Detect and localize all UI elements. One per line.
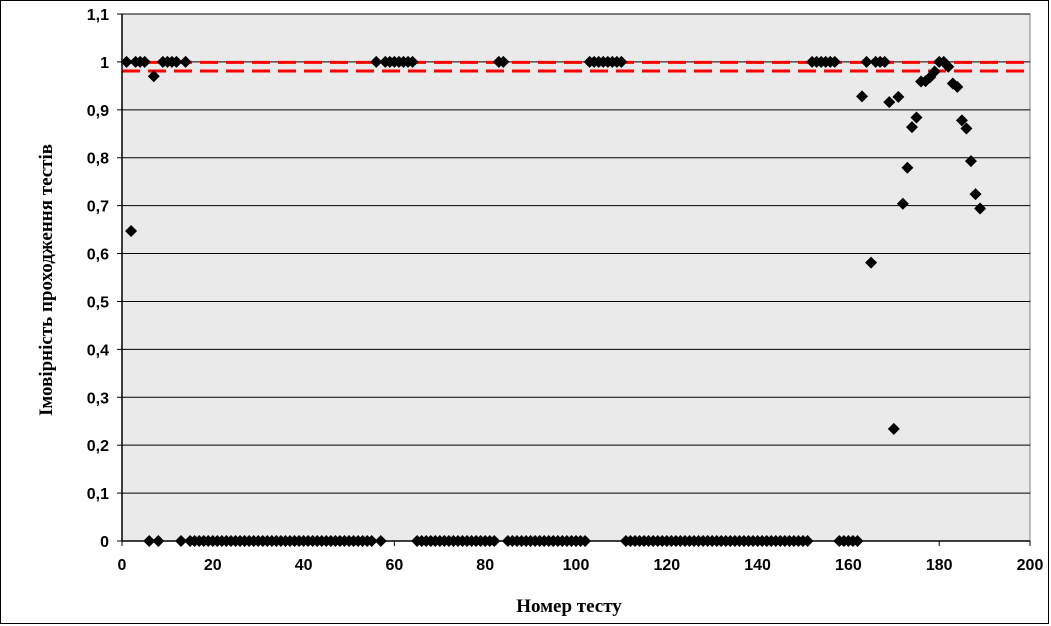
x-tick-label: 100 [563, 557, 590, 574]
data-point [147, 70, 160, 83]
data-point [125, 225, 138, 238]
data-point [901, 161, 914, 174]
x-tick-label: 180 [926, 557, 953, 574]
data-point [969, 188, 982, 201]
data-point [828, 55, 841, 68]
y-tick-label: 1 [100, 55, 109, 72]
y-tick-label: 0 [100, 534, 109, 551]
x-tick-label: 20 [204, 557, 222, 574]
y-axis-title: Імовірність проходження тестів [36, 144, 57, 416]
x-tick-labels: 0 20 40 60 80 100 120 140 160 180 200 [118, 557, 1044, 574]
data-point [974, 202, 987, 215]
x-tick-label: 60 [386, 557, 404, 574]
y-tick-label: 1,1 [87, 7, 109, 24]
data-point [878, 55, 891, 68]
data-point [928, 65, 941, 78]
x-tick-label: 40 [295, 557, 313, 574]
data-point [179, 55, 192, 68]
data-point [951, 80, 964, 93]
y-tick-labels: 0 0,1 0,2 0,3 0,4 0,5 0,6 0,7 0,8 0,9 1 1,1 [87, 7, 109, 551]
y-tick-label: 0,5 [87, 294, 109, 311]
y-tick-label: 0,9 [87, 103, 109, 120]
data-point [942, 60, 955, 73]
y-tick-label: 0,8 [87, 151, 109, 168]
y-tick-label: 0,2 [87, 438, 109, 455]
data-point [883, 96, 896, 109]
data-point [887, 422, 900, 435]
axes [117, 13, 1031, 546]
data-point [896, 197, 909, 210]
y-tick-label: 0,4 [87, 342, 109, 359]
y-tick-label: 0,7 [87, 199, 109, 216]
data-point [138, 55, 151, 68]
y-tick-label: 0,1 [87, 486, 109, 503]
data-point [170, 55, 183, 68]
data-point [615, 55, 628, 68]
data-point [964, 155, 977, 168]
data-point [370, 55, 383, 68]
x-tick-label: 80 [476, 557, 494, 574]
data-point [860, 55, 873, 68]
x-tick-label: 160 [835, 557, 862, 574]
data-point [856, 90, 869, 103]
data-point [910, 111, 923, 124]
plot-area [121, 13, 1031, 542]
data-point [865, 256, 878, 269]
data-point [960, 122, 973, 135]
data-point [905, 121, 918, 134]
x-tick-label: 0 [118, 557, 127, 574]
x-tick-label: 120 [653, 557, 680, 574]
data-point [406, 55, 419, 68]
data-point [497, 55, 510, 68]
x-tick-label: 140 [744, 557, 771, 574]
y-tick-label: 0,6 [87, 247, 109, 264]
data-point [955, 114, 968, 127]
y-tick-label: 0,3 [87, 390, 109, 407]
x-axis-title: Номер тесту [516, 596, 622, 617]
x-tick-label: 200 [1017, 557, 1044, 574]
data-point [120, 55, 133, 68]
data-point [892, 90, 905, 103]
